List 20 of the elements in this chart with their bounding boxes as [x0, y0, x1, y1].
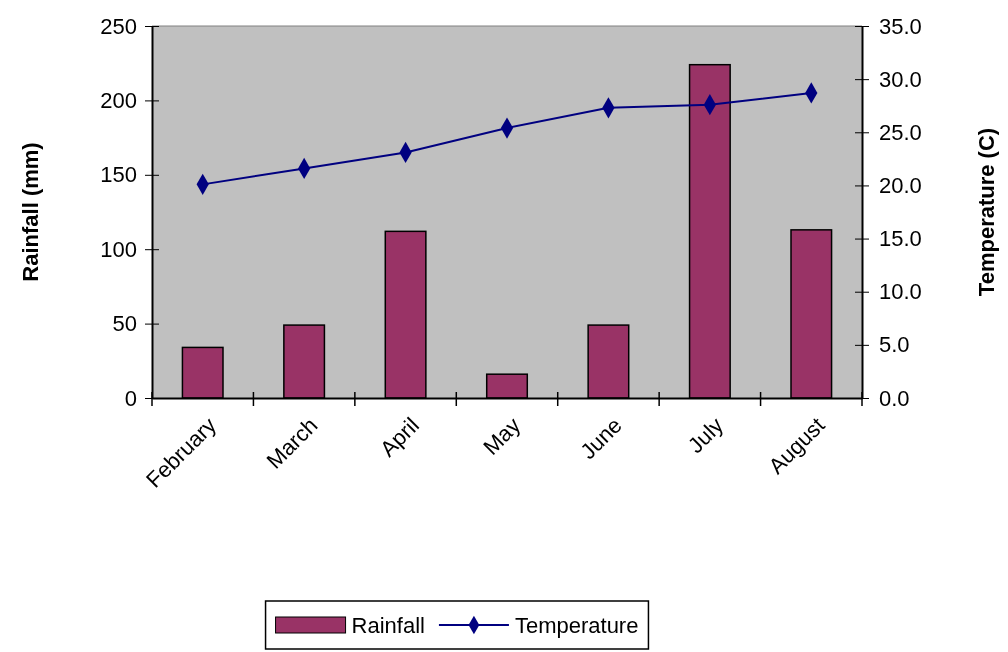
y2-tick-label: 20.0	[879, 172, 922, 198]
y2-tick-label: 15.0	[879, 226, 922, 252]
y2-tick-label: 35.0	[879, 13, 922, 39]
y-tick-label: 250	[100, 13, 137, 39]
y-tick-label: 100	[100, 236, 137, 262]
y2-tick-label: 10.0	[879, 279, 922, 305]
legend-label: Rainfall	[351, 612, 425, 638]
y2-tick-label: 0.0	[879, 385, 910, 411]
y-tick-label: 50	[112, 311, 137, 337]
y-tick-label: 200	[100, 87, 137, 113]
x-tick-label: May	[478, 412, 526, 460]
y-axis-title: Rainfall (mm)	[18, 142, 43, 282]
y2-tick-label: 25.0	[879, 119, 922, 145]
y2-tick-label: 30.0	[879, 66, 922, 92]
y-tick-label: 150	[100, 162, 137, 188]
y2-tick-label: 5.0	[879, 332, 910, 358]
y2-axis-title: Temperature (C)	[974, 127, 999, 297]
x-tick-label: July	[682, 412, 729, 458]
y-tick-label: 0	[124, 385, 137, 411]
legend-label: Temperature	[514, 612, 639, 638]
